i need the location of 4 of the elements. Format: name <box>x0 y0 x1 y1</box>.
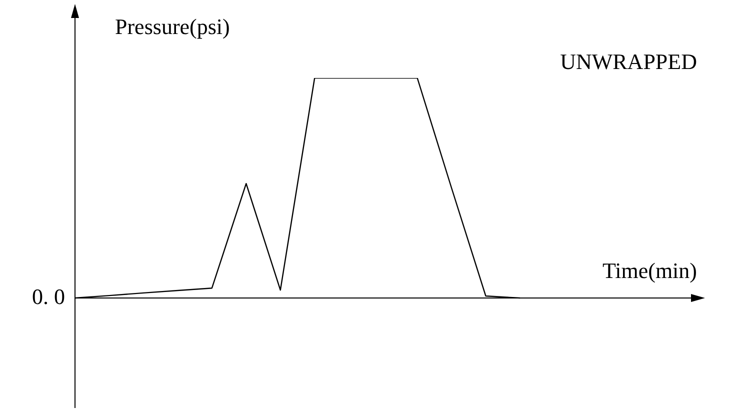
annotation: 0. 0 <box>32 284 65 309</box>
text: UNWRAPPED <box>560 48 697 74</box>
x-axis-title: Time(min) <box>602 258 697 283</box>
y-axis-title: Pressure(psi) <box>115 14 230 39</box>
